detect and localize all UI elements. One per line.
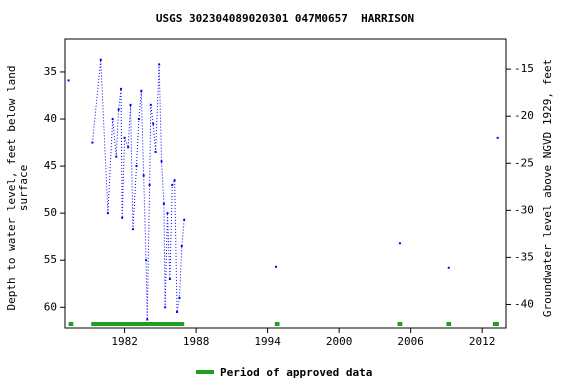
x-tick-label: 2006	[397, 335, 424, 348]
data-point	[178, 296, 181, 299]
y-axis-label: surface	[17, 165, 30, 211]
data-point	[176, 310, 179, 313]
data-point	[148, 183, 151, 186]
y2-tick-label: -15	[514, 62, 534, 75]
data-point	[146, 318, 149, 321]
approved-period	[397, 322, 403, 326]
y-tick-label: 55	[44, 253, 57, 266]
data-point	[117, 108, 120, 111]
data-point	[106, 212, 109, 215]
data-point	[160, 160, 163, 163]
data-point	[67, 79, 70, 82]
data-point	[171, 183, 174, 186]
data-point	[173, 179, 176, 182]
data-point	[123, 136, 126, 139]
data-point	[164, 306, 167, 309]
data-point	[168, 278, 171, 281]
data-point	[120, 87, 123, 90]
data-point	[398, 242, 401, 245]
data-point	[111, 118, 114, 121]
approved-period	[274, 322, 280, 326]
data-point	[115, 155, 118, 158]
data-point	[137, 118, 140, 121]
approved-period	[68, 322, 74, 326]
y2-axis-label: Groundwater level above NGVD 1929, feet	[541, 59, 554, 317]
approved-period	[446, 322, 452, 326]
data-point	[131, 228, 134, 231]
data-point	[121, 216, 124, 219]
data-point	[91, 141, 94, 144]
data-point	[183, 218, 186, 221]
y2-tick-label: -35	[514, 250, 534, 263]
data-point	[99, 58, 102, 61]
chart-title: USGS 302304089020301 047M0657 HARRISON	[156, 12, 414, 25]
y2-tick-label: -40	[514, 297, 534, 310]
data-point	[447, 266, 450, 269]
approved-period	[91, 322, 185, 326]
x-tick-label: 1994	[254, 335, 281, 348]
y2-tick-label: -30	[514, 203, 534, 216]
data-point	[140, 89, 143, 92]
y-tick-label: 40	[44, 112, 57, 125]
y-tick-label: 50	[44, 206, 57, 219]
x-tick-label: 1982	[111, 335, 138, 348]
data-point	[180, 245, 183, 248]
data-point	[152, 122, 155, 125]
y-tick-label: 60	[44, 300, 57, 313]
data-point	[129, 103, 132, 106]
y-axis-label: Depth to water level, feet below land	[5, 65, 18, 310]
data-point	[154, 150, 157, 153]
x-tick-label: 2000	[326, 335, 353, 348]
data-point	[162, 202, 165, 205]
data-point	[166, 212, 169, 215]
plot-frame	[64, 38, 507, 329]
x-tick-label: 1988	[183, 335, 210, 348]
legend-label: Period of approved data	[220, 366, 372, 379]
x-tick-label: 2012	[469, 335, 496, 348]
y-tick-label: 35	[44, 65, 57, 78]
y-tick-label: 45	[44, 159, 57, 172]
approved-period	[492, 322, 499, 326]
data-point	[158, 63, 161, 66]
data-point	[149, 103, 152, 106]
data-point	[274, 265, 277, 268]
y2-tick-label: -25	[514, 156, 534, 169]
data-point	[135, 165, 138, 168]
data-point	[127, 146, 130, 149]
data-point	[142, 174, 145, 177]
data-line	[92, 60, 497, 320]
y2-tick-label: -20	[514, 109, 534, 122]
data-point	[496, 136, 499, 139]
data-point	[145, 259, 148, 262]
